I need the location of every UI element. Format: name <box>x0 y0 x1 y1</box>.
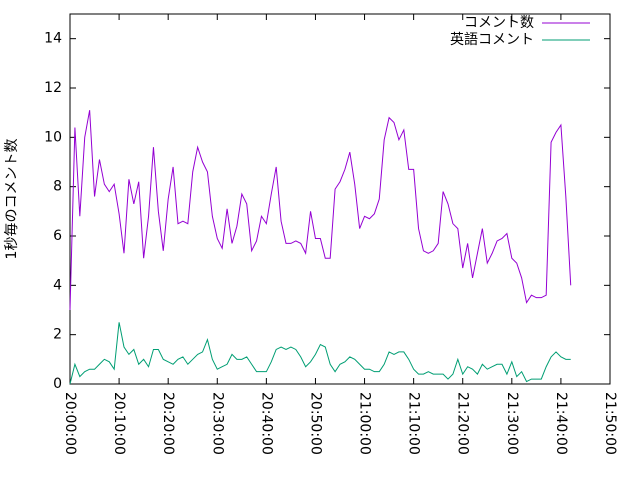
x-tick-label: 20:00:00 <box>62 392 78 455</box>
x-tick-label: 21:20:00 <box>455 392 471 455</box>
y-tick-label: 4 <box>53 277 62 293</box>
y-tick-label: 2 <box>53 327 62 343</box>
y-tick-label: 12 <box>44 80 62 96</box>
series-line <box>69 322 571 385</box>
plot-frame <box>69 13 611 385</box>
x-tick-label: 20:50:00 <box>307 392 323 455</box>
legend-label: コメント数 <box>464 15 534 31</box>
x-tick-label: 20:40:00 <box>258 392 274 455</box>
legend-label: 英語コメント <box>450 31 534 48</box>
x-tick-label: 21:50:00 <box>602 392 618 455</box>
x-tick-label: 20:20:00 <box>160 392 176 455</box>
x-tick-label: 20:10:00 <box>111 392 127 455</box>
x-tick-label: 21:30:00 <box>504 392 520 455</box>
series-line <box>69 110 572 311</box>
y-tick-label: 10 <box>44 129 62 145</box>
y-tick-label: 6 <box>53 228 62 244</box>
y-tick-label: 8 <box>53 179 62 195</box>
y-axis-label: 1秒毎のコメント数 <box>4 139 20 260</box>
y-tick-label: 14 <box>44 31 62 47</box>
x-tick-label: 21:10:00 <box>406 392 422 455</box>
x-tick-label: 20:30:00 <box>209 392 225 455</box>
x-tick-label: 21:00:00 <box>357 392 373 455</box>
y-tick-label: 0 <box>53 376 62 392</box>
x-tick-label: 21:40:00 <box>553 392 569 455</box>
